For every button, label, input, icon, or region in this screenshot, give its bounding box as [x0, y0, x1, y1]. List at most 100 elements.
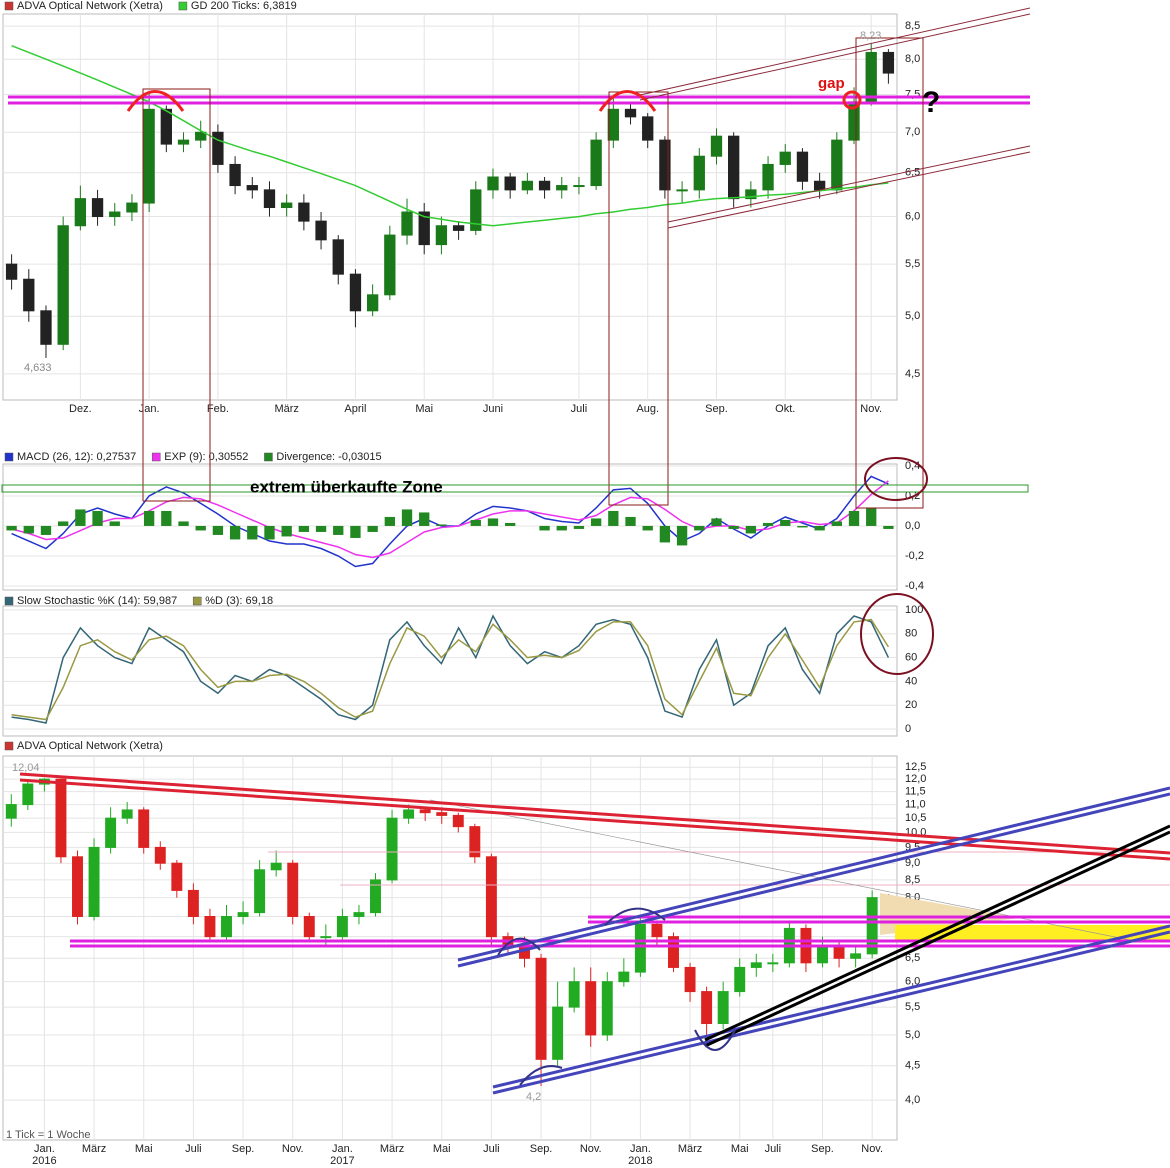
y-tick-label: 5,0: [905, 1029, 920, 1041]
y-tick-label: 4,5: [905, 368, 920, 380]
candle-body: [204, 915, 216, 938]
candle-body: [779, 151, 791, 165]
divergence-bar: [659, 525, 671, 543]
zone: [895, 925, 1170, 941]
channel-line: [667, 145, 1031, 223]
x-tick-label: März: [82, 1143, 106, 1155]
candle-body: [138, 809, 150, 848]
candle-body: [701, 991, 713, 1024]
x-tick-label: Sep.: [232, 1143, 255, 1155]
legend-swatch: [264, 452, 273, 462]
channel-line: [639, 13, 1031, 101]
candle-body: [734, 966, 746, 993]
candle-body: [882, 51, 895, 74]
y-tick-label: 7,0: [905, 126, 920, 138]
candle-body: [57, 225, 69, 345]
y-tick-label: 60: [905, 652, 917, 664]
candle-body: [585, 981, 597, 1036]
divergence-bar: [161, 510, 172, 526]
annotation: 12,04: [12, 762, 40, 774]
annotation: gap: [818, 75, 845, 92]
candle-body: [634, 923, 646, 973]
candle-body: [212, 131, 224, 165]
divergence-bar: [109, 521, 120, 526]
y-tick-label: 80: [905, 628, 917, 640]
y-tick-label: 6,0: [905, 976, 920, 988]
candle-body: [332, 239, 344, 275]
divergence-bar: [315, 525, 327, 532]
candle-body: [195, 131, 207, 141]
divergence-bar: [642, 525, 653, 531]
divergence-bar: [229, 525, 241, 540]
x-tick-label: Sep.: [811, 1143, 834, 1155]
divergence-bar: [92, 510, 103, 526]
trend-line: [704, 824, 1170, 1042]
divergence-bar: [505, 522, 516, 526]
candle-body: [221, 915, 232, 938]
zone: [880, 893, 1020, 935]
candle-body: [229, 163, 241, 187]
candle-body: [5, 804, 17, 819]
x-tick-label: Sep.: [705, 403, 728, 415]
candle-body: [5, 263, 18, 280]
candle-body: [607, 108, 619, 141]
channel-line: [492, 930, 1170, 1095]
candle-body: [336, 915, 348, 938]
candle-body: [315, 220, 327, 241]
series-line: [11, 614, 890, 724]
x-tick-label: Aug.: [636, 403, 659, 415]
y-tick-label: 11,5: [905, 786, 926, 798]
candle-body: [270, 862, 282, 871]
candle-body: [728, 135, 740, 200]
candle-body: [55, 778, 67, 858]
divergence-bar: [401, 509, 413, 526]
candle-body: [121, 809, 133, 819]
x-tick-label: März: [678, 1143, 702, 1155]
drawn-annotations: 4,633 8,23 gap ? extrem überkaufte Zone …: [1, 7, 1170, 1141]
divergence-bar: [762, 522, 774, 526]
divergence-bar: [419, 512, 430, 526]
divergence-bar: [247, 525, 258, 540]
y-tick-label: 5,5: [905, 258, 920, 270]
candle-body: [538, 180, 551, 191]
candle-body: [487, 176, 499, 191]
arc: [694, 1029, 736, 1051]
legend-swatch: [178, 1, 188, 11]
y-tick-label: 100: [905, 604, 923, 616]
y-tick-label: 5,0: [905, 310, 920, 322]
y-tick-label: -0,2: [905, 550, 924, 562]
candle-body: [668, 936, 679, 968]
candle-body: [710, 135, 723, 157]
trend-line: [429, 799, 1131, 941]
candle-body: [160, 108, 172, 145]
x-tick-label: Juli: [765, 1143, 782, 1155]
candle-body: [72, 856, 83, 917]
channel-line: [492, 924, 1170, 1089]
channel-line: [457, 792, 1170, 968]
x-tick-label: Mai: [415, 403, 433, 415]
candle-body: [91, 198, 104, 218]
candle-body: [556, 185, 568, 191]
legend-swatch: [4, 596, 14, 606]
candle-body: [23, 278, 35, 312]
trend-line: [19, 772, 1170, 855]
candle-body: [143, 108, 155, 204]
divergence-bar: [883, 525, 894, 529]
x-tick-label: Dez.: [69, 403, 92, 415]
x-year-label: 2016: [32, 1155, 56, 1167]
divergence-bar: [573, 525, 585, 529]
x-tick-label: Nov.: [861, 1143, 883, 1155]
x-tick-label: Sep.: [530, 1143, 553, 1155]
candle-body: [436, 812, 448, 816]
divergence-bar: [728, 525, 739, 529]
candle-body: [642, 116, 654, 141]
candle-body: [590, 139, 602, 187]
divergence-bar: [58, 521, 69, 526]
divergence-bar: [23, 525, 34, 534]
candle-body: [651, 923, 663, 938]
x-tick-label: Jan.: [332, 1143, 353, 1155]
legend-label: Divergence: -0,03015: [276, 451, 381, 463]
x-tick-label: Juni: [483, 403, 503, 415]
candle-body: [693, 155, 705, 191]
